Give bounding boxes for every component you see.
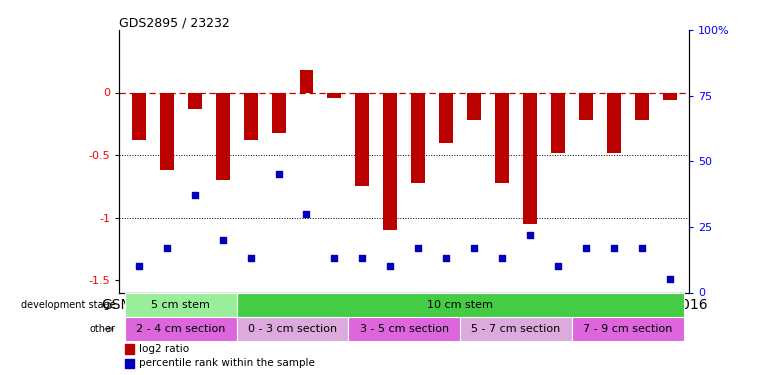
Point [328,255,340,261]
Bar [272,93,286,132]
Bar [188,93,202,109]
Point [216,237,229,243]
Bar [216,93,229,180]
Bar [495,93,509,183]
Text: 0 - 3 cm section: 0 - 3 cm section [248,324,337,334]
Point [635,245,648,251]
Bar [551,93,565,153]
Bar [348,317,460,341]
Bar [125,358,134,368]
Bar [460,317,572,341]
Bar [523,93,537,224]
Point [161,245,173,251]
Text: development stage: development stage [21,300,116,310]
Bar [300,70,313,93]
Point [552,263,564,269]
Bar [236,292,684,317]
Bar [467,93,481,120]
Point [496,255,508,261]
Point [412,245,424,251]
Bar [579,93,593,120]
Point [580,245,592,251]
Bar [236,317,348,341]
Bar [663,93,677,100]
Point [300,211,313,217]
Text: 5 cm stem: 5 cm stem [152,300,210,310]
Text: 5 - 7 cm section: 5 - 7 cm section [471,324,561,334]
Bar [243,93,258,140]
Point [132,263,145,269]
Point [440,255,452,261]
Point [468,245,480,251]
Point [384,263,397,269]
Bar [356,93,370,186]
Bar [607,93,621,153]
Point [357,255,369,261]
Text: 2 - 4 cm section: 2 - 4 cm section [136,324,226,334]
Bar [327,93,341,98]
Point [664,276,676,282]
Point [244,255,256,261]
Point [608,245,620,251]
Text: 7 - 9 cm section: 7 - 9 cm section [583,324,672,334]
Text: GDS2895 / 23232: GDS2895 / 23232 [119,17,230,30]
Point [273,171,285,177]
Bar [125,344,134,354]
Text: 3 - 5 cm section: 3 - 5 cm section [360,324,449,334]
Bar [125,317,236,341]
Bar [634,93,648,120]
Bar [125,292,236,317]
Point [524,232,536,238]
Bar [439,93,453,142]
Bar [411,93,425,183]
Bar [572,317,684,341]
Bar [160,93,174,170]
Text: percentile rank within the sample: percentile rank within the sample [139,358,315,369]
Bar [132,93,146,140]
Text: log2 ratio: log2 ratio [139,344,189,354]
Point [189,192,201,198]
Bar [383,93,397,230]
Text: other: other [89,324,116,334]
Text: 10 cm stem: 10 cm stem [427,300,493,310]
